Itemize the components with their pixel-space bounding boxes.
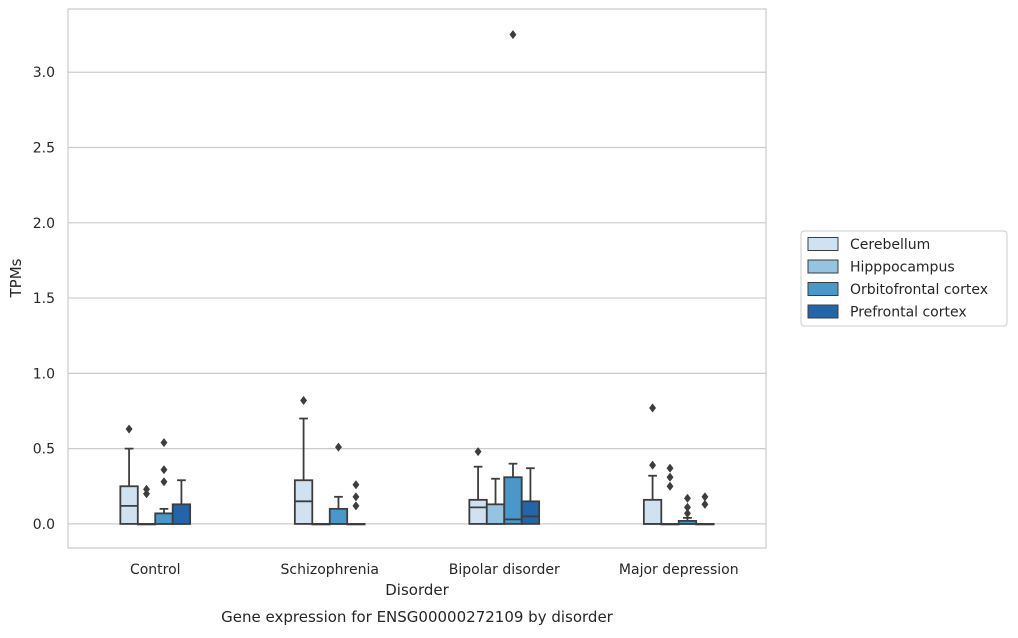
outlier-point <box>666 481 674 491</box>
outlier-point <box>160 437 168 448</box>
box-3-2 <box>677 493 698 525</box>
outlier-point <box>352 480 360 490</box>
grid-lines <box>68 71 766 525</box>
y-tick-label-2.0: 2.0 <box>33 216 55 232</box>
box-2-3 <box>520 467 541 525</box>
legend-swatch-1 <box>807 259 839 274</box>
x-axis-ticks: Control Schizophrenia Bipolar disorder Majo… <box>130 562 739 578</box>
y-tick-label-1.0: 1.0 <box>33 366 55 382</box>
x-tick-label-2: Bipolar disorder <box>449 562 560 578</box>
outlier-point <box>701 499 709 509</box>
legend-label-2: Orbitofrontal cortex <box>850 282 988 298</box>
outlier-point <box>683 493 691 503</box>
outlier-point <box>143 484 151 494</box>
box-body <box>642 498 663 525</box>
box-1-2 <box>328 442 349 525</box>
outlier-point <box>683 502 691 512</box>
outlier-point <box>300 395 308 406</box>
y-axis-ticks: 0.0 0.5 1.0 1.5 2.0 2.5 3.0 <box>33 65 55 533</box>
y-tick-label-3.0: 3.0 <box>33 65 55 81</box>
y-tick-label-2.5: 2.5 <box>33 141 55 157</box>
outlier-point <box>666 463 674 473</box>
outlier-point <box>160 477 168 487</box>
legend-frame <box>800 230 1008 327</box>
box-3-0 <box>642 403 663 525</box>
legend-label-3: Prefrontal cortex <box>850 305 967 321</box>
box-1-3 <box>346 480 366 526</box>
outlier-point <box>649 460 657 470</box>
x-tick-label-1: Schizophrenia <box>281 562 379 578</box>
outlier-point <box>352 501 360 511</box>
box-3-1 <box>660 463 680 526</box>
outlier-point <box>334 442 342 452</box>
box-body <box>171 503 192 525</box>
box-2-1 <box>485 477 506 525</box>
box-0-2 <box>154 437 174 525</box>
box-body <box>468 498 488 525</box>
box-3-3 <box>695 492 715 526</box>
box-1-0 <box>293 395 314 525</box>
outlier-point <box>649 403 657 413</box>
chart-title: Gene expression for ENSG00000272109 by d… <box>221 608 614 626</box>
box-body <box>485 503 506 525</box>
outlier-point <box>352 492 360 502</box>
y-axis-label: TPMs <box>7 258 25 298</box>
box-body <box>520 500 541 525</box>
outlier-point <box>683 508 691 518</box>
legend: Cerebellum Hipppocampus Orbitofrontal cort… <box>800 230 1008 327</box>
plot-frame <box>67 8 767 549</box>
box-0-0 <box>119 424 139 525</box>
outlier-point <box>701 492 709 502</box>
box-1-1 <box>311 523 331 526</box>
x-tick-label-3: Major depression <box>619 562 739 578</box>
y-tick-label-1.5: 1.5 <box>33 291 55 307</box>
outlier-point <box>509 29 517 40</box>
legend-label-1: Hipppocampus <box>850 260 955 276</box>
outlier-point <box>125 424 133 434</box>
outlier-point <box>160 465 168 475</box>
plot-area <box>119 29 715 526</box>
legend-swatch-2 <box>807 282 839 296</box>
y-tick-label-0.5: 0.5 <box>33 442 55 458</box>
x-tick-label-0: Control <box>130 562 181 578</box>
outlier-point <box>474 447 482 457</box>
box-2-2 <box>503 29 523 525</box>
y-tick-label-0.0: 0.0 <box>33 517 55 533</box>
box-body <box>503 476 523 525</box>
x-axis-label: Disorder <box>385 581 449 599</box>
box-2-0 <box>468 447 488 525</box>
legend-label-0: Cerebellum <box>850 237 930 253</box>
box-0-1 <box>136 484 157 526</box>
box-0-3 <box>171 479 192 525</box>
box-body <box>328 507 349 525</box>
outlier-point <box>666 472 674 482</box>
legend-swatch-3 <box>807 304 839 319</box>
legend-swatch-0 <box>807 237 839 251</box>
box-body <box>154 512 174 525</box>
